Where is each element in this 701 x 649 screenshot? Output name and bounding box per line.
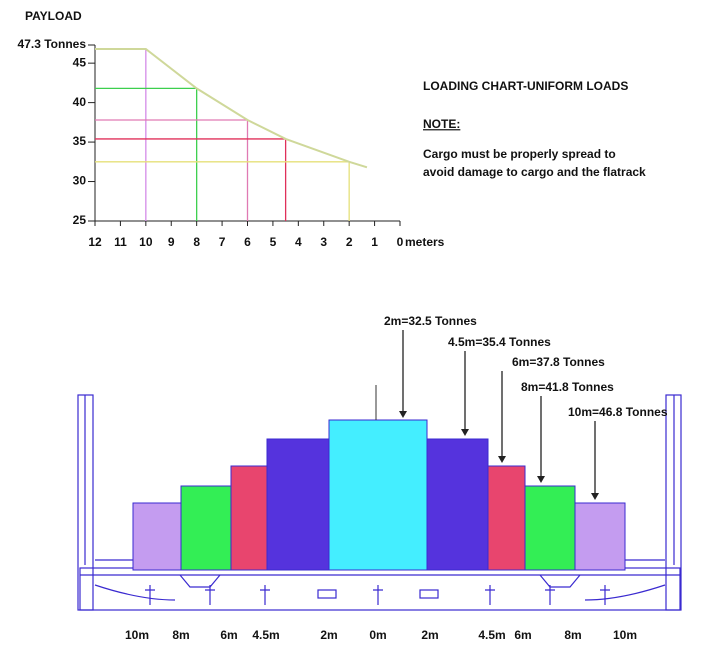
x-tick-label: 0	[397, 235, 404, 249]
position-label: 2m	[320, 628, 337, 642]
arrow-head	[461, 429, 469, 436]
y-tick-label: 47.3 Tonnes	[18, 37, 87, 51]
x-tick-label: 4	[295, 235, 302, 249]
x-tick-label: 5	[270, 235, 277, 249]
position-label: 10m	[613, 628, 637, 642]
x-tick-label: 10	[139, 235, 153, 249]
position-label: 10m	[125, 628, 149, 642]
arrow-head	[498, 456, 506, 463]
x-tick-label: 8	[193, 235, 200, 249]
note-line: avoid damage to cargo and the flatrack	[423, 165, 646, 179]
position-label: 8m	[172, 628, 189, 642]
callout-label: 4.5m=35.4 Tonnes	[448, 335, 551, 349]
x-axis-title: meters	[405, 235, 445, 249]
y-tick-label: 35	[73, 134, 87, 148]
callout-label: 8m=41.8 Tonnes	[521, 380, 614, 394]
position-label: 2m	[421, 628, 438, 642]
position-label: 4.5m	[478, 628, 505, 642]
callout-label: 6m=37.8 Tonnes	[512, 355, 605, 369]
x-tick-label: 7	[219, 235, 226, 249]
position-label: 4.5m	[252, 628, 279, 642]
arrow-head	[591, 493, 599, 500]
x-tick-label: 2	[346, 235, 353, 249]
y-tick-label: 40	[73, 95, 87, 109]
position-label: 0m	[369, 628, 386, 642]
position-label: 8m	[564, 628, 581, 642]
position-label: 6m	[220, 628, 237, 642]
cargo-blocks	[133, 385, 625, 570]
x-tick-label: 6	[244, 235, 251, 249]
y-tick-label: 45	[73, 55, 87, 69]
payload-curve	[95, 49, 367, 167]
x-tick-label: 3	[320, 235, 327, 249]
page: PAYLOAD meters LOADING CHART-UNIFORM LOA…	[0, 0, 701, 649]
note-line: Cargo must be properly spread to	[423, 147, 616, 161]
callout-label: 10m=46.8 Tonnes	[568, 405, 668, 419]
y-tick-label: 25	[73, 213, 87, 227]
arrow-head	[537, 476, 545, 483]
arrow-head	[399, 411, 407, 418]
note-label: NOTE:	[423, 117, 460, 131]
x-tick-label: 1	[371, 235, 378, 249]
callout-label: 2m=32.5 Tonnes	[384, 314, 477, 328]
y-axis-title: PAYLOAD	[25, 9, 82, 23]
x-tick-label: 11	[114, 235, 127, 249]
x-tick-label: 9	[168, 235, 175, 249]
heading: LOADING CHART-UNIFORM LOADS	[423, 79, 628, 93]
x-tick-label: 12	[88, 235, 102, 249]
y-tick-label: 30	[73, 174, 87, 188]
position-label: 6m	[514, 628, 531, 642]
